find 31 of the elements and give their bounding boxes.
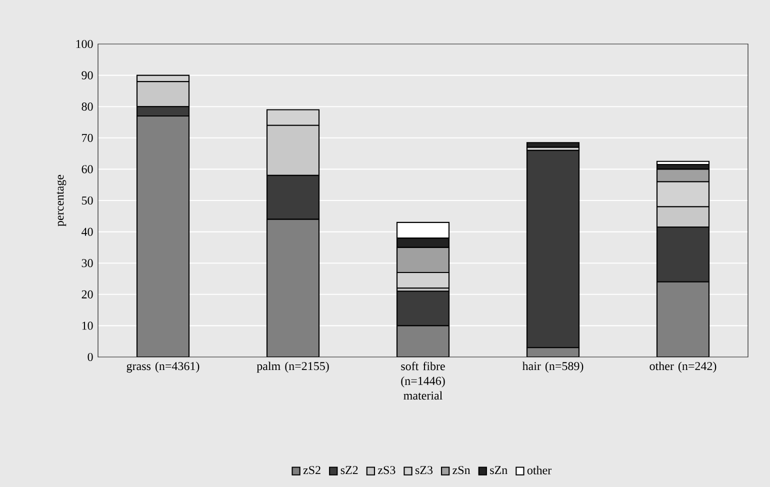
y-tick-label: 60	[82, 165, 93, 174]
y-tick-label: 10	[82, 322, 93, 330]
legend-label: zS2	[303, 466, 320, 474]
bar	[396, 325, 450, 357]
x-tick-label: hair (n=589)	[522, 362, 584, 373]
legend-label: zSn	[452, 466, 470, 474]
y-tick-label: 90	[82, 71, 93, 80]
y-tick-label: 50	[82, 196, 93, 205]
bar	[396, 290, 450, 326]
legend-label: sZ3	[416, 466, 433, 474]
x-tick-label: soft fibre (n=1446)	[401, 362, 445, 388]
legend-label: zS3	[378, 466, 396, 474]
bar	[656, 281, 710, 357]
y-tick-label: 20	[82, 290, 93, 298]
legend-label: other	[527, 466, 552, 474]
x-tick-label: other (n=242)	[650, 362, 716, 373]
x-tick-label: grass (n=4361)	[126, 362, 200, 373]
bar	[266, 218, 320, 357]
y-tick-label: 40	[82, 228, 93, 236]
bar	[136, 115, 190, 357]
bar	[526, 150, 580, 348]
y-tick-label: 0	[88, 352, 93, 362]
x-tick-label: palm (n=2155)	[256, 362, 329, 373]
y-axis-title: percentage	[56, 174, 66, 226]
legend-label: sZn	[490, 466, 508, 474]
y-tick-label: 70	[82, 134, 93, 142]
y-tick-label: 80	[82, 102, 93, 111]
legend-label: sZ2	[340, 466, 358, 474]
y-tick-label: 30	[82, 259, 93, 268]
x-axis-title: material	[404, 391, 442, 400]
y-tick-label: 100	[76, 40, 93, 48]
